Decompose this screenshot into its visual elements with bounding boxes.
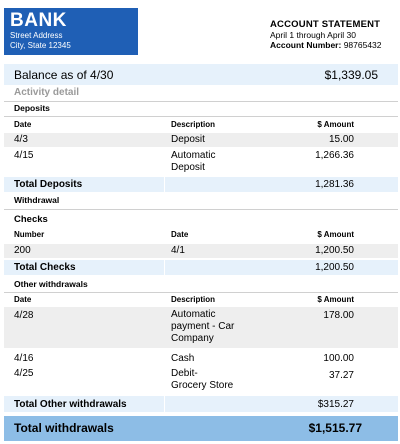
withdrawal-description: Automatic — [171, 309, 216, 320]
table-row: 4/3 Deposit 15.00 — [4, 133, 398, 147]
deposits-title: Deposits — [14, 103, 50, 113]
withdrawal-description-cont: Company — [171, 333, 214, 344]
check-date: 4/1 — [171, 245, 185, 256]
total-withdrawals-row: Total withdrawals $1,515.77 — [4, 416, 398, 441]
withdrawal-amount: 37.27 — [328, 370, 354, 381]
divider — [164, 177, 165, 192]
divider — [4, 209, 398, 210]
account-number-label: Account Number: — [270, 40, 342, 50]
checks-header-date: Date — [171, 230, 189, 239]
withdrawal-description-cont: payment - Car — [171, 321, 235, 332]
total-other-withdrawals-label: Total Other withdrawals — [14, 399, 127, 410]
bank-logo: BANK Street Address City, State 12345 — [4, 8, 138, 55]
total-checks-value: 1,200.50 — [315, 262, 354, 273]
checks-section-title: Checks — [4, 214, 398, 227]
check-number: 200 — [14, 245, 31, 256]
checks-header-row: Number Date $ Amount — [4, 230, 398, 241]
divider — [164, 396, 165, 412]
account-number-line: Account Number: 98765432 — [270, 40, 396, 50]
statement-header: ACCOUNT STATEMENT April 1 through April … — [270, 19, 396, 50]
other-header-row: Date Description $ Amount — [4, 295, 398, 306]
withdrawal-title: Withdrawal — [14, 195, 60, 205]
account-number: 98765432 — [343, 40, 382, 50]
divider — [4, 101, 398, 102]
table-row: 4/28 Automatic payment - Car Company 178… — [4, 307, 398, 348]
deposits-header-row: Date Description $ Amount — [4, 120, 398, 131]
withdrawal-section-title: Withdrawal — [4, 195, 398, 208]
total-checks-row: Total Checks 1,200.50 — [4, 260, 398, 275]
withdrawal-date: 4/25 — [14, 368, 34, 379]
deposits-header-date: Date — [14, 120, 32, 129]
deposit-date: 4/15 — [14, 150, 34, 161]
checks-header-number: Number — [14, 230, 45, 239]
total-withdrawals-value: $1,515.77 — [308, 421, 362, 435]
deposits-header-description: Description — [171, 120, 216, 129]
divider — [4, 292, 398, 293]
bank-city: City, State 12345 — [10, 41, 71, 50]
withdrawal-amount: 100.00 — [323, 353, 354, 364]
withdrawal-description: Debit- — [171, 368, 198, 379]
other-header-description: Description — [171, 295, 216, 304]
deposit-amount: 1,266.36 — [315, 150, 354, 161]
statement-period: April 1 through April 30 — [270, 30, 356, 40]
check-amount: 1,200.50 — [315, 245, 354, 256]
withdrawal-date: 4/16 — [14, 353, 34, 364]
other-header-amount: $ Amount — [317, 295, 354, 304]
balance-value: $1,339.05 — [324, 68, 378, 82]
total-other-withdrawals-value: $315.27 — [317, 399, 354, 410]
divider — [164, 260, 165, 275]
deposit-description: Automatic — [171, 150, 216, 161]
withdrawal-description: Cash — [171, 353, 195, 364]
table-row: 200 4/1 1,200.50 — [4, 244, 398, 258]
deposit-amount: 15.00 — [328, 134, 354, 145]
bank-street: Street Address — [10, 31, 63, 40]
total-checks-label: Total Checks — [14, 262, 76, 273]
deposit-description-cont: Deposit — [171, 162, 205, 173]
total-deposits-label: Total Deposits — [14, 179, 83, 190]
balance-row: Balance as of 4/30 $1,339.05 — [4, 64, 398, 85]
deposits-header-amount: $ Amount — [317, 120, 354, 129]
total-deposits-value: 1,281.36 — [315, 179, 354, 190]
divider — [4, 116, 398, 117]
other-header-date: Date — [14, 295, 32, 304]
table-row: 4/25 Debit- Grocery Store 37.27 — [4, 367, 398, 393]
other-withdrawals-title-row: Other withdrawals — [4, 279, 398, 292]
balance-label: Balance as of 4/30 — [14, 68, 114, 82]
withdrawal-amount: 178.00 — [323, 310, 354, 321]
withdrawal-date: 4/28 — [14, 310, 34, 321]
deposits-section-title: Deposits — [4, 103, 398, 116]
table-row: 4/15 Automatic Deposit 1,266.36 — [4, 149, 398, 175]
table-row: 4/16 Cash 100.00 — [4, 352, 398, 366]
total-deposits-row: Total Deposits 1,281.36 — [4, 177, 398, 192]
activity-detail-heading: Activity detail — [4, 87, 398, 101]
other-withdrawals-title: Other withdrawals — [14, 279, 88, 289]
checks-header-amount: $ Amount — [317, 230, 354, 239]
bank-name: BANK — [10, 10, 67, 31]
statement-title: ACCOUNT STATEMENT — [270, 19, 381, 30]
total-withdrawals-label: Total withdrawals — [14, 421, 114, 435]
deposit-date: 4/3 — [14, 134, 28, 145]
checks-title: Checks — [14, 214, 48, 225]
activity-detail-label: Activity detail — [14, 87, 80, 98]
total-other-withdrawals-row: Total Other withdrawals $315.27 — [4, 396, 398, 412]
deposit-description: Deposit — [171, 134, 205, 145]
withdrawal-description-cont: Grocery Store — [171, 380, 234, 391]
